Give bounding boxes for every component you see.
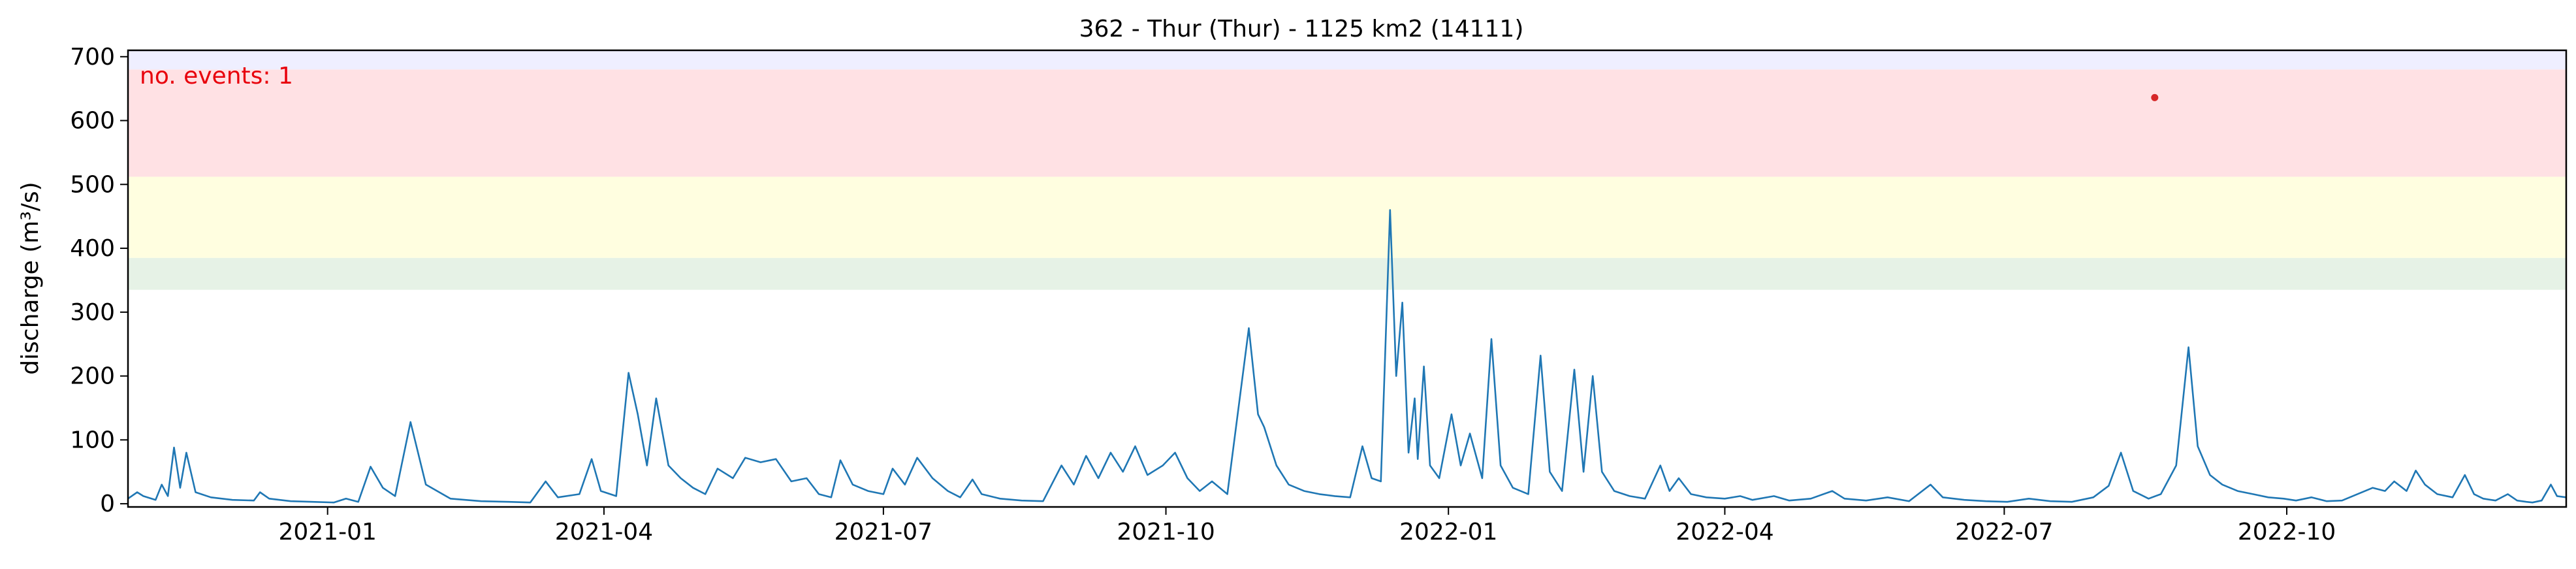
event-marker-group — [2151, 93, 2159, 101]
y-tick-label: 300 — [70, 299, 115, 326]
threshold-band-3 — [128, 69, 2566, 177]
y-tick-label: 400 — [70, 235, 115, 262]
plot-frame — [127, 49, 2568, 508]
threshold-bands — [128, 50, 2566, 290]
x-tick-label: 2021-07 — [835, 519, 932, 545]
x-tick-label: 2021-10 — [1117, 519, 1215, 545]
discharge-series — [127, 209, 2567, 504]
y-tick-label: 0 — [100, 491, 115, 517]
x-tick-label: 2022-04 — [1676, 519, 1773, 545]
y-axis: 0 100 200 300 400 500 600 700 — [70, 44, 128, 517]
x-tick-label: 2021-04 — [555, 519, 653, 545]
y-tick-label: 100 — [70, 427, 115, 453]
x-tick-label: 2021-01 — [278, 519, 376, 545]
y-tick-label: 700 — [70, 44, 115, 71]
x-tick-label: 2022-01 — [1399, 519, 1497, 545]
x-tick-label: 2022-07 — [1955, 519, 2053, 545]
x-axis: 2021-01 2021-04 2021-07 2021-10 2022-01 2022-… — [278, 507, 2336, 545]
y-tick-label: 500 — [70, 171, 115, 198]
y-tick-label: 200 — [70, 363, 115, 390]
chart-title: 362 - Thur (Thur) - 1125 km2 (14111) — [1079, 16, 1524, 42]
x-tick-label: 2022-10 — [2238, 519, 2336, 545]
event-marker — [2151, 93, 2159, 101]
event-count-annotation: no. events: 1 — [140, 63, 293, 89]
threshold-band-4 — [128, 50, 2566, 70]
threshold-band-1 — [128, 257, 2566, 290]
y-axis-label: discharge (m³/s) — [17, 182, 44, 374]
threshold-band-2 — [128, 176, 2566, 258]
series-line-1 — [127, 209, 2567, 504]
y-tick-label: 600 — [70, 108, 115, 135]
